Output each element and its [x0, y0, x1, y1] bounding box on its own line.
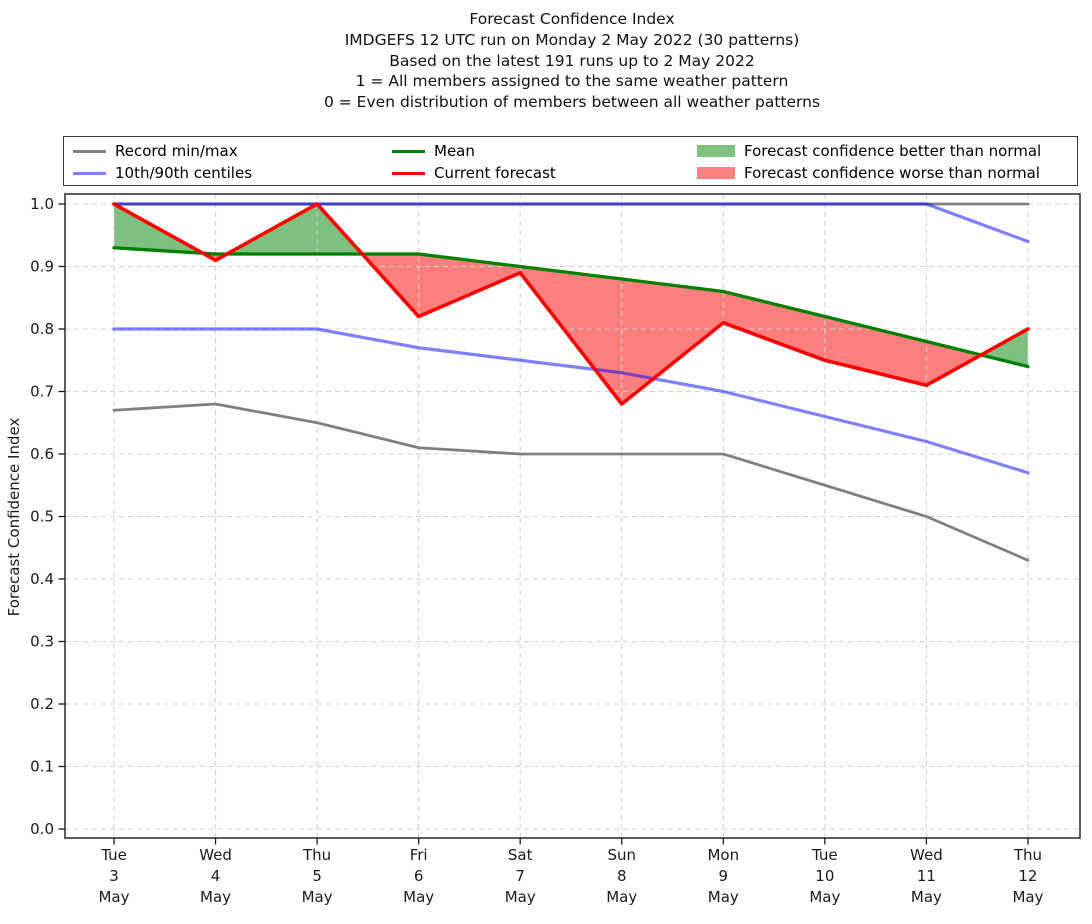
svg-text:Sun: Sun	[607, 846, 636, 864]
series-mean	[112, 246, 1030, 369]
title-line-2: IMDGEFS 12 UTC run on Monday 2 May 2022 …	[344, 30, 800, 49]
series-current-forecast	[112, 202, 1030, 406]
mean-line-swatch	[392, 149, 425, 153]
tick-marks	[58, 203, 1029, 845]
svg-text:0.0: 0.0	[30, 820, 54, 838]
legend-item-confidence-worse: Forecast confidence worse than normal	[697, 163, 1041, 184]
svg-text:10: 10	[815, 867, 834, 885]
legend-item-confidence-better: Forecast confidence better than normal	[697, 141, 1041, 162]
legend-column-3: Forecast confidence better than normal F…	[697, 140, 1041, 184]
title-line-1: Forecast Confidence Index	[469, 10, 675, 28]
svg-text:May: May	[606, 888, 637, 906]
worse-fill-swatch	[697, 167, 735, 179]
title-line-5: 0 = Even distribution of members between…	[323, 93, 821, 112]
svg-text:0.6: 0.6	[30, 445, 54, 463]
svg-text:8: 8	[617, 867, 627, 885]
legend-item-centiles: 10th/90th centiles	[73, 163, 252, 184]
svg-text:May: May	[708, 888, 739, 906]
svg-text:Thu: Thu	[302, 846, 331, 864]
svg-text:May: May	[403, 888, 434, 906]
svg-text:Wed: Wed	[910, 846, 943, 864]
current-forecast-line-swatch	[392, 171, 425, 175]
legend-label: Mean	[434, 142, 475, 160]
svg-text:3: 3	[109, 867, 119, 885]
legend-label: Forecast confidence better than normal	[744, 142, 1042, 160]
series-10th-centile	[112, 327, 1030, 475]
svg-text:5: 5	[312, 867, 322, 885]
y-axis-label: Forecast Confidence Index	[5, 418, 23, 617]
svg-text:0.4: 0.4	[30, 570, 54, 588]
series-record-min	[112, 402, 1030, 562]
legend-column-2: Mean Current forecast	[392, 140, 556, 184]
title-line-3: Based on the latest 191 runs up to 2 May…	[389, 51, 755, 70]
svg-text:4: 4	[211, 867, 221, 885]
record-minmax-line-swatch	[73, 149, 106, 153]
svg-text:12: 12	[1018, 867, 1037, 885]
series-90th-centile	[112, 202, 1030, 244]
svg-text:May: May	[200, 888, 231, 906]
centiles-line-swatch	[73, 171, 106, 175]
legend: Record min/max 10th/90th centiles Mean C…	[63, 136, 1078, 186]
legend-item-record-minmax: Record min/max	[73, 141, 252, 162]
svg-text:May: May	[911, 888, 942, 906]
svg-text:0.2: 0.2	[30, 695, 54, 713]
svg-text:7: 7	[515, 867, 525, 885]
svg-text:0.3: 0.3	[30, 633, 54, 651]
title-line-4: 1 = All members assigned to the same wea…	[355, 72, 789, 91]
svg-text:Thu: Thu	[1013, 846, 1042, 864]
chart-title-block: Forecast Confidence Index IMDGEFS 12 UTC…	[52, 9, 1092, 113]
svg-text:Sat: Sat	[508, 846, 533, 864]
svg-text:Fri: Fri	[410, 846, 428, 864]
legend-label: Current forecast	[434, 164, 556, 182]
svg-text:9: 9	[719, 867, 729, 885]
svg-text:0.8: 0.8	[30, 320, 54, 338]
svg-text:May: May	[505, 888, 536, 906]
svg-text:0.5: 0.5	[30, 508, 54, 526]
svg-text:May: May	[809, 888, 840, 906]
svg-text:Mon: Mon	[707, 846, 739, 864]
legend-item-current-forecast: Current forecast	[392, 163, 556, 184]
svg-text:6: 6	[414, 867, 424, 885]
svg-text:1.0: 1.0	[30, 195, 54, 213]
legend-column-1: Record min/max 10th/90th centiles	[73, 140, 252, 184]
legend-label: Record min/max	[115, 142, 238, 160]
svg-text:May: May	[98, 888, 129, 906]
svg-text:Wed: Wed	[199, 846, 232, 864]
y-tick-labels: 0.0 0.1 0.2 0.3 0.4 0.5 0.6 0.7 0.8 0.9 1.0	[30, 195, 54, 838]
svg-text:May: May	[1012, 888, 1043, 906]
svg-text:Tue: Tue	[100, 846, 127, 864]
better-fill-swatch	[697, 145, 735, 157]
svg-text:11: 11	[917, 867, 936, 885]
legend-label: Forecast confidence worse than normal	[744, 164, 1040, 182]
svg-text:May: May	[302, 888, 333, 906]
svg-text:0.1: 0.1	[30, 758, 54, 776]
legend-item-mean: Mean	[392, 141, 556, 162]
legend-label: 10th/90th centiles	[115, 164, 253, 182]
svg-text:0.7: 0.7	[30, 383, 54, 401]
x-tick-labels: Tue 3 May Wed 4 May Thu 5 May Fri 6 May Sat 7 May Sun 8 M…	[98, 846, 1043, 906]
svg-text:0.9: 0.9	[30, 258, 54, 276]
svg-text:Tue: Tue	[811, 846, 838, 864]
